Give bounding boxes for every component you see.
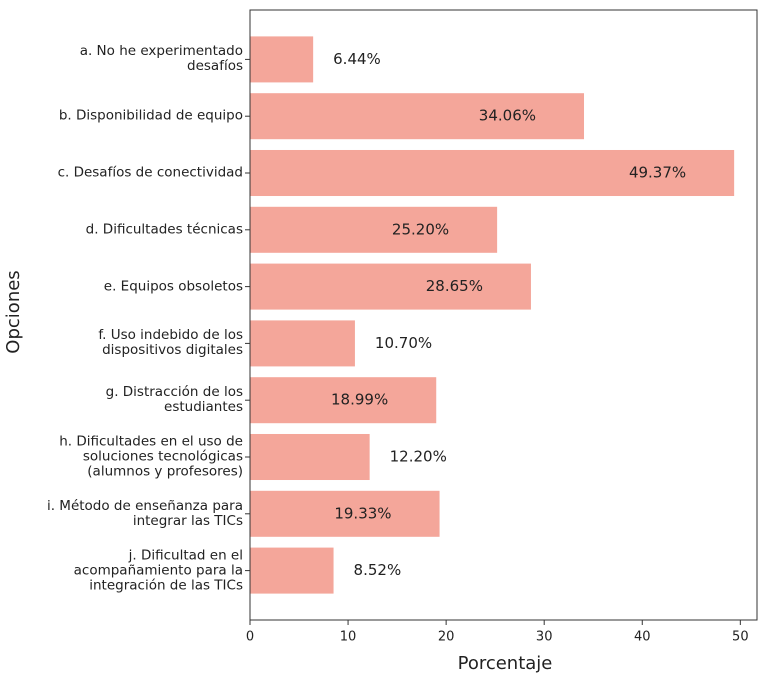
value-label: 34.06%: [479, 107, 536, 125]
x-tick-label: 50: [732, 630, 749, 645]
plot-frame: [249, 9, 758, 621]
bar: [250, 490, 440, 537]
x-axis-title: Porcentaje: [458, 653, 553, 674]
bar: [250, 320, 355, 367]
x-tick-label: 10: [340, 630, 357, 645]
value-label: 6.44%: [333, 50, 381, 68]
x-tick-label: 0: [246, 630, 254, 645]
y-tick-label: b. Disponibilidad de equipo: [58, 107, 243, 124]
value-label: 18.99%: [331, 391, 388, 409]
value-label: 28.65%: [426, 277, 483, 295]
bar: [250, 36, 314, 83]
y-tick-label: d. Dificultades técnicas: [85, 221, 243, 238]
x-tick-label: 30: [536, 630, 553, 645]
bar: [250, 547, 334, 594]
bar: [250, 377, 437, 424]
y-tick-label: i. Método de enseñanza para integrar las…: [46, 497, 243, 529]
value-label: 10.70%: [375, 334, 432, 352]
y-tick-label: g. Distracción de los estudiantes: [105, 384, 243, 416]
value-label: 8.52%: [354, 561, 402, 579]
value-label: 19.33%: [334, 504, 391, 522]
value-label: 25.20%: [392, 220, 449, 238]
x-tick-label: 40: [634, 630, 651, 645]
y-tick-label: e. Equipos obsoletos: [103, 278, 243, 295]
x-tick-label: 20: [438, 630, 455, 645]
y-tick-label: h. Dificultades en el uso de soluciones …: [59, 433, 243, 480]
y-axis-title: Opciones: [3, 270, 24, 353]
bar: [250, 149, 735, 197]
y-tick-label: j. Dificultad en el acompañamiento para …: [73, 547, 243, 594]
bar: [250, 263, 531, 310]
y-tick-label: a. No he experimentado desafíos: [79, 43, 243, 75]
bar: [250, 433, 370, 481]
bar: [250, 93, 585, 140]
value-label: 49.37%: [629, 164, 686, 182]
y-tick-label: f. Uso indebido de los dispositivos digi…: [98, 327, 243, 359]
y-tick-label: c. Desafíos de conectividad: [57, 164, 243, 181]
value-label: 12.20%: [390, 448, 447, 466]
bar: [250, 206, 498, 253]
